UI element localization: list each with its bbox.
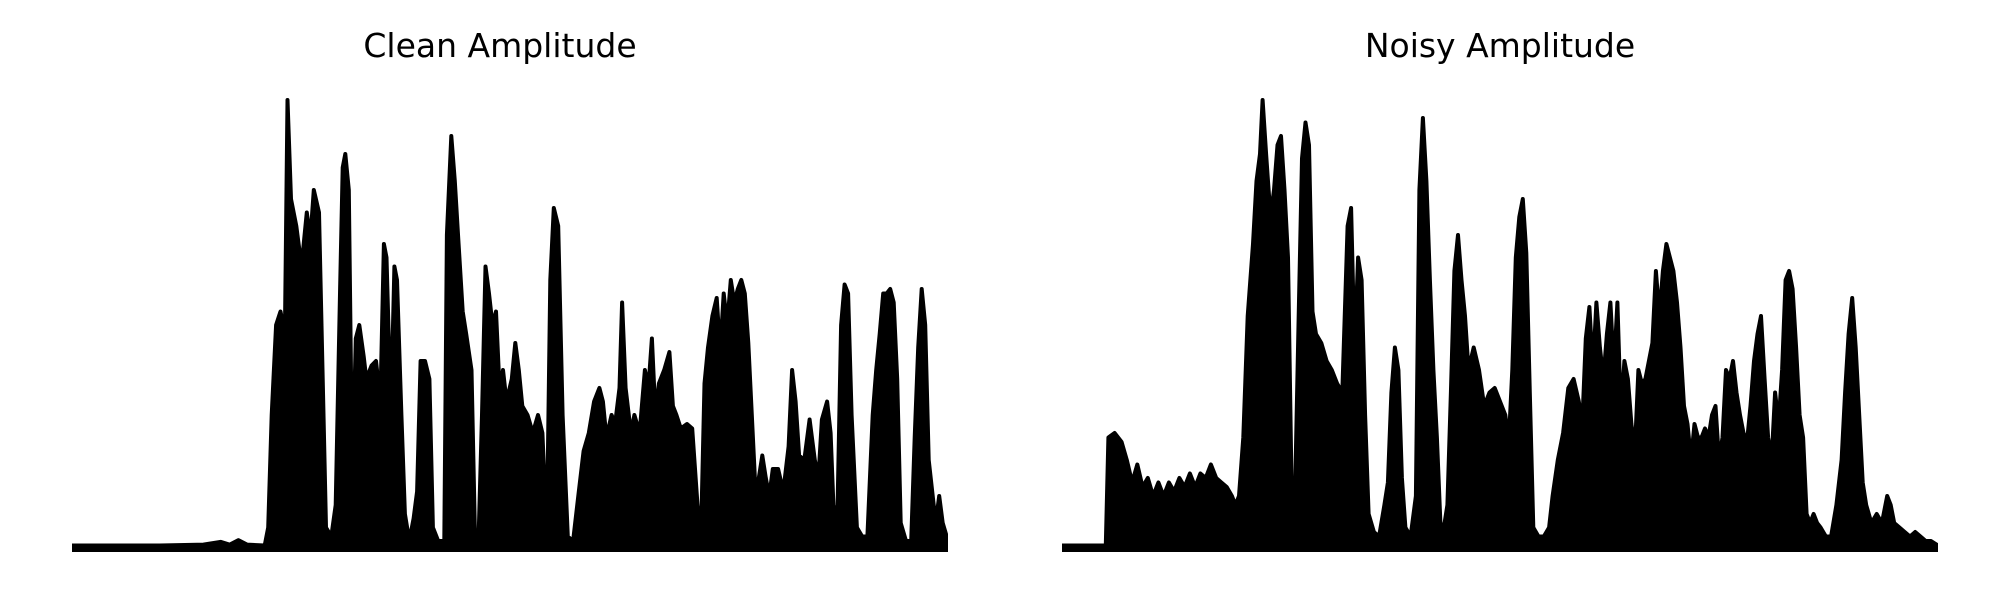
- clean-amplitude-panel: Clean Amplitude: [72, 26, 948, 560]
- noisy-amplitude-envelope: [1062, 98, 1938, 552]
- clean-amplitude-title: Clean Amplitude: [363, 26, 637, 65]
- noisy-amplitude-plot: [1062, 90, 1938, 560]
- noisy-amplitude-waveform: [1062, 98, 1938, 552]
- clean-amplitude-envelope: [72, 98, 948, 552]
- noisy-amplitude-title: Noisy Amplitude: [1364, 26, 1636, 65]
- clean-amplitude-waveform: [72, 98, 948, 552]
- noisy-amplitude-panel: Noisy Amplitude: [1000, 0, 2000, 600]
- clean-amplitude-plot: [72, 90, 948, 560]
